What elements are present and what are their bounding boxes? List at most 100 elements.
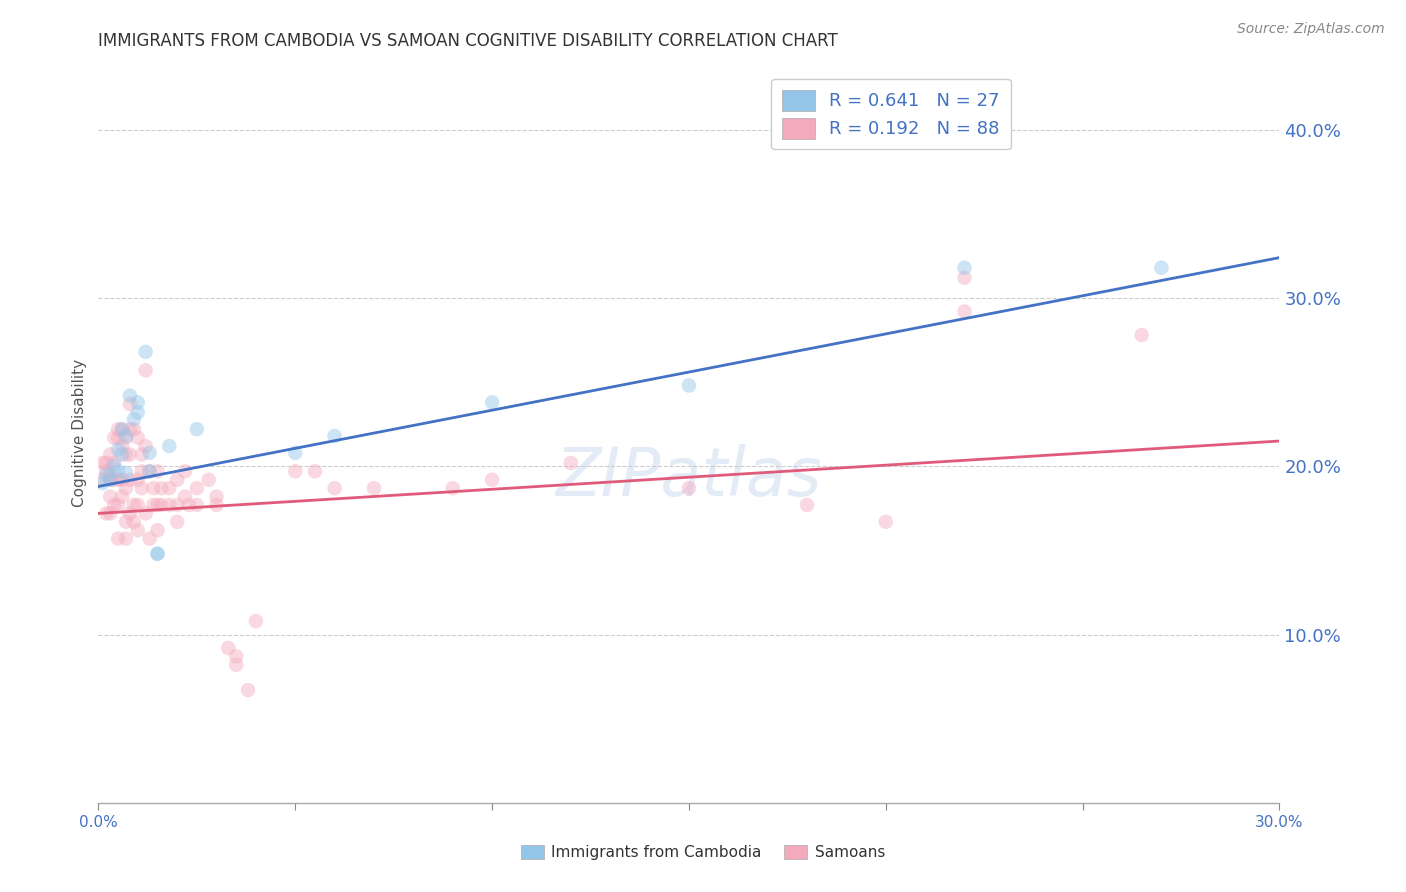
Point: [166, 473, 188, 487]
Point: [103, 473, 125, 487]
Point: [122, 412, 145, 426]
Point: [186, 422, 208, 436]
Point: [107, 473, 129, 487]
Point: [135, 439, 157, 453]
Y-axis label: Cognitive Disability: Cognitive Disability: [72, 359, 87, 507]
Point: [138, 446, 160, 460]
Point: [138, 532, 160, 546]
Point: [131, 464, 153, 478]
Point: [205, 490, 228, 504]
Point: [953, 270, 976, 285]
Point: [98, 507, 121, 521]
Point: [796, 498, 818, 512]
Point: [96, 467, 118, 482]
Point: [245, 614, 267, 628]
Point: [96, 464, 118, 478]
Point: [197, 473, 219, 487]
Point: [166, 498, 188, 512]
Point: [103, 498, 125, 512]
Point: [131, 481, 153, 495]
Point: [127, 473, 149, 487]
Point: [111, 422, 134, 436]
Point: [103, 431, 125, 445]
Point: [678, 378, 700, 392]
Point: [146, 464, 169, 478]
Point: [103, 456, 125, 470]
Point: [678, 481, 700, 495]
Point: [284, 464, 307, 478]
Point: [96, 456, 118, 470]
Text: IMMIGRANTS FROM CAMBODIA VS SAMOAN COGNITIVE DISABILITY CORRELATION CHART: IMMIGRANTS FROM CAMBODIA VS SAMOAN COGNI…: [98, 32, 838, 50]
Point: [284, 446, 307, 460]
Point: [177, 498, 200, 512]
Point: [146, 547, 169, 561]
Point: [174, 464, 197, 478]
Point: [107, 422, 129, 436]
Point: [953, 304, 976, 318]
Point: [481, 473, 503, 487]
Legend: R = 0.641   N = 27, R = 0.192   N = 88: R = 0.641 N = 27, R = 0.192 N = 88: [772, 78, 1011, 150]
Point: [115, 429, 138, 443]
Point: [107, 464, 129, 478]
Point: [186, 498, 208, 512]
Point: [111, 448, 134, 462]
Point: [205, 498, 228, 512]
Point: [150, 481, 173, 495]
Point: [98, 473, 121, 487]
Point: [157, 498, 180, 512]
Point: [481, 395, 503, 409]
Point: [115, 515, 138, 529]
Point: [107, 532, 129, 546]
Point: [115, 431, 138, 445]
Point: [107, 498, 129, 512]
Point: [441, 481, 464, 495]
Point: [118, 422, 141, 436]
Point: [135, 507, 157, 521]
Point: [118, 397, 141, 411]
Point: [91, 476, 114, 491]
Point: [225, 657, 247, 672]
Point: [146, 498, 169, 512]
Point: [142, 498, 165, 512]
Point: [111, 439, 134, 453]
Point: [98, 467, 121, 482]
Text: ZIPatlas: ZIPatlas: [555, 444, 823, 510]
Point: [166, 515, 188, 529]
Point: [157, 439, 180, 453]
Point: [1150, 260, 1173, 275]
Point: [127, 405, 149, 419]
Point: [323, 481, 346, 495]
Point: [111, 473, 134, 487]
Point: [1130, 328, 1153, 343]
Point: [118, 507, 141, 521]
Point: [217, 640, 239, 655]
Point: [138, 464, 160, 478]
Point: [107, 442, 129, 457]
Text: Source: ZipAtlas.com: Source: ZipAtlas.com: [1237, 22, 1385, 37]
Point: [146, 547, 169, 561]
Point: [111, 422, 134, 436]
Point: [127, 498, 149, 512]
Point: [142, 481, 165, 495]
Point: [118, 388, 141, 402]
Point: [174, 490, 197, 504]
Point: [115, 448, 138, 462]
Point: [127, 523, 149, 537]
Point: [953, 260, 976, 275]
Point: [135, 344, 157, 359]
Point: [122, 498, 145, 512]
Point: [98, 490, 121, 504]
Point: [103, 459, 125, 474]
Legend: Immigrants from Cambodia, Samoans: Immigrants from Cambodia, Samoans: [515, 839, 891, 866]
Point: [150, 498, 173, 512]
Point: [111, 490, 134, 504]
Point: [146, 523, 169, 537]
Point: [122, 422, 145, 436]
Point: [118, 448, 141, 462]
Point: [122, 515, 145, 529]
Point: [135, 363, 157, 377]
Point: [363, 481, 385, 495]
Point: [186, 481, 208, 495]
Point: [127, 431, 149, 445]
Point: [96, 507, 118, 521]
